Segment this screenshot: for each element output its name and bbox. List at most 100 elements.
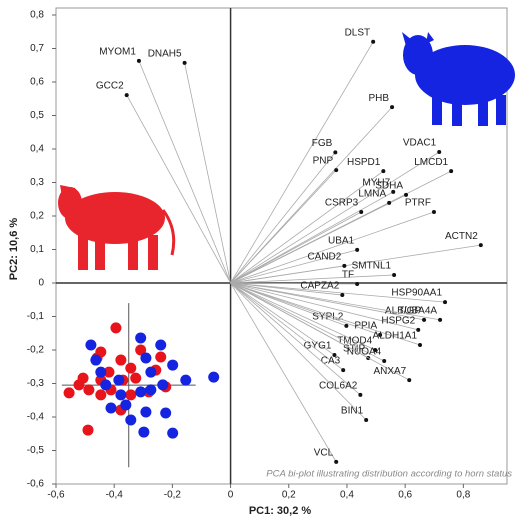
blue-cow-icon <box>402 32 515 126</box>
score-point <box>83 425 94 436</box>
score-point <box>83 384 94 395</box>
loading-label: ANXA7 <box>373 366 406 377</box>
score-point <box>135 332 146 343</box>
score-point <box>100 379 111 390</box>
x-tick-label: 0,2 <box>282 490 296 501</box>
x-tick-label: -0,6 <box>47 490 65 501</box>
score-point <box>115 389 126 400</box>
loading-label: CA3 <box>321 356 341 367</box>
y-tick-label: 0,2 <box>30 211 44 222</box>
score-point <box>90 355 101 366</box>
loading-point <box>432 210 436 214</box>
loading-label: UBA1 <box>328 235 355 246</box>
loading-label: GCC2 <box>96 81 124 92</box>
loading-point <box>334 168 338 172</box>
loading-label: LMCD1 <box>414 157 448 168</box>
score-point <box>155 339 166 350</box>
score-point <box>95 389 106 400</box>
loading-label: TF <box>342 270 354 281</box>
score-point <box>180 375 191 386</box>
y-tick-label: 0,4 <box>30 144 44 155</box>
loading-label: HSPD1 <box>347 157 381 168</box>
loading-point <box>437 150 441 154</box>
loading-label: LMNA <box>358 189 386 200</box>
loading-point <box>364 418 368 422</box>
loading-point <box>334 460 338 464</box>
loading-point <box>381 169 385 173</box>
score-point <box>85 339 96 350</box>
loading-point <box>387 201 391 205</box>
loading-label: FGB <box>312 138 333 149</box>
y-tick-label: -0,6 <box>27 479 45 490</box>
y-axis-title: PC2: 10,6 % <box>8 218 20 281</box>
loading-label: SMTNL1 <box>352 261 392 272</box>
loading-point <box>392 273 396 277</box>
loading-label: DNAH5 <box>148 49 182 60</box>
y-tick-label: 0,1 <box>30 244 44 255</box>
score-point <box>160 407 171 418</box>
score-point <box>95 367 106 378</box>
loading-point <box>479 243 483 247</box>
x-axis-title: PC1: 30,2 % <box>249 505 312 517</box>
loading-point <box>449 169 453 173</box>
loading-vector <box>185 63 231 283</box>
y-tick-label: -0,1 <box>27 311 45 322</box>
score-point <box>125 363 136 374</box>
loading-label: ACTN2 <box>445 231 478 242</box>
loading-point <box>390 105 394 109</box>
score-point <box>167 360 178 371</box>
loading-label: ALDH1A1 <box>373 331 418 342</box>
y-tick-label: 0,3 <box>30 177 44 188</box>
score-point <box>145 367 156 378</box>
score-point <box>125 389 136 400</box>
loading-point <box>407 378 411 382</box>
loading-label: CAPZA2 <box>300 281 339 292</box>
y-tick-label: 0,5 <box>30 110 44 121</box>
x-tick-label: 0,6 <box>398 490 412 501</box>
loading-point <box>342 264 346 268</box>
score-point <box>105 402 116 413</box>
score-point <box>145 384 156 395</box>
loading-point <box>404 193 408 197</box>
loading-label: HSP90AA1 <box>391 288 442 299</box>
score-point <box>64 387 75 398</box>
loading-point <box>359 210 363 214</box>
score-point <box>208 372 219 383</box>
x-tick-label: -0,4 <box>106 490 124 501</box>
y-tick-label: -0,2 <box>27 345 45 356</box>
score-point <box>130 373 141 384</box>
loading-point <box>183 61 187 65</box>
annotation: PCA bi-plot illustrating distribution ac… <box>266 469 512 480</box>
loading-point <box>355 248 359 252</box>
score-point <box>73 379 84 390</box>
score-point <box>110 322 121 333</box>
loading-label: VCL <box>314 448 334 459</box>
loading-point <box>422 318 426 322</box>
x-tick-label: -0,2 <box>164 490 182 501</box>
score-point <box>157 379 168 390</box>
y-tick-label: 0 <box>38 278 44 289</box>
loading-label: DLST <box>345 27 371 38</box>
loading-label: PNP <box>313 156 334 167</box>
score-point <box>167 428 178 439</box>
score-point <box>120 399 131 410</box>
y-tick-label: 0,8 <box>30 10 44 21</box>
x-tick-label: 0 <box>228 490 234 501</box>
loading-vector <box>127 95 231 283</box>
loading-point <box>137 59 141 63</box>
score-point <box>135 386 146 397</box>
score-point <box>140 406 151 417</box>
loading-point <box>344 324 348 328</box>
loading-point <box>355 282 359 286</box>
score-point <box>125 415 136 426</box>
score-point <box>113 375 124 386</box>
score-point <box>155 352 166 363</box>
loading-label: CSRP3 <box>325 198 359 209</box>
loading-point <box>333 150 337 154</box>
loading-point <box>341 368 345 372</box>
loading-point <box>358 393 362 397</box>
loading-label: COL6A2 <box>319 381 358 392</box>
score-point <box>140 353 151 364</box>
loading-point <box>443 300 447 304</box>
x-tick-label: 0,8 <box>456 490 470 501</box>
